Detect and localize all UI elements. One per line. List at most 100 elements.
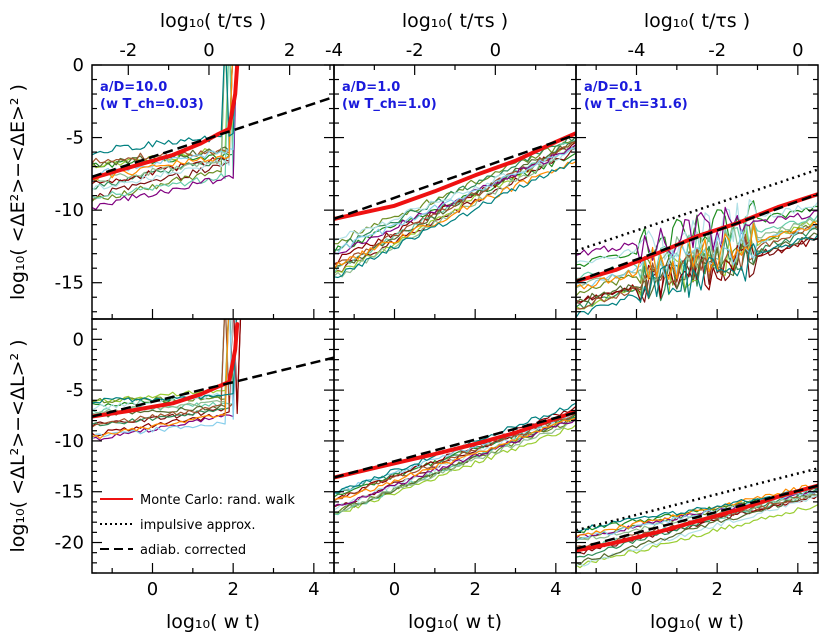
- realization-line-p1-2-8: [576, 491, 818, 566]
- top-tick-label-p0-0-1: 0: [203, 40, 214, 61]
- realization-line-p1-1-13: [334, 417, 576, 500]
- panel3-label-line1: a/D=0.1: [584, 80, 642, 95]
- panel-p1-1: [334, 402, 576, 516]
- monte-carlo-line-p1-0: [92, 322, 240, 419]
- panel-frame-1-2: [575, 318, 819, 574]
- realization-line-p1-1-2: [334, 424, 576, 515]
- realization-line-p0-0-6: [92, 65, 237, 199]
- impulsive-line-p0-2: [576, 168, 818, 252]
- ytick-label-p1-0-0: 0: [73, 329, 84, 350]
- realization-line-p0-0-1: [92, 65, 233, 200]
- legend-label-monte-carlo: Monte Carlo: rand. walk: [140, 493, 295, 508]
- panel1-label-line1: a/D=10.0: [100, 80, 167, 95]
- top-tick-label-p0-1-0: -4: [325, 40, 343, 61]
- realization-line-p0-2-3: [576, 224, 818, 297]
- monte-carlo-line-p0-2: [576, 192, 818, 284]
- realization-line-p0-0-9: [92, 65, 233, 164]
- adiabatic-line-p1-2: [576, 484, 818, 550]
- realization-line-p0-1-12: [334, 147, 576, 255]
- realization-line-p0-1-6: [334, 139, 576, 274]
- realization-line-p0-1-7: [334, 147, 576, 242]
- ytick-label-p0-0-2: -10: [55, 200, 84, 221]
- realization-line-p0-0-13: [92, 65, 233, 182]
- top-tick-label-p0-0-2: 2: [284, 40, 295, 61]
- realization-line-p0-2-12: [576, 224, 818, 287]
- realization-line-p1-2-7: [576, 495, 818, 567]
- ytick-label-p1-0-3: -15: [55, 482, 84, 503]
- top-xlabel-3: log₁₀( t/τs ): [644, 10, 750, 32]
- top-tick-label-p0-2-2: 0: [792, 40, 803, 61]
- realization-line-p1-0-3: [92, 319, 237, 404]
- monte-carlo-line-p1-2: [576, 483, 818, 553]
- panel1-label-line2: (w T_ch=0.03): [100, 97, 204, 112]
- top-xlabel-1: log₁₀( t/τs ): [160, 10, 266, 32]
- row1-ylabel: log₁₀( <ΔE²>−<ΔE>² ): [7, 84, 29, 300]
- realization-line-p1-0-9: [92, 319, 238, 428]
- realization-line-p0-1-14: [334, 158, 576, 279]
- bottom-xlabel-2: log₁₀( w t): [408, 611, 502, 633]
- realization-line-p0-2-0: [576, 200, 818, 267]
- panel-frame-1-0: [91, 318, 335, 574]
- realization-line-p1-2-4: [576, 488, 818, 558]
- ytick-label-p1-0-4: -20: [55, 533, 84, 554]
- xtick-label-p1-1-2: 4: [550, 579, 561, 600]
- realization-line-p0-2-13: [576, 221, 818, 290]
- adiabatic-line-p1-1: [334, 411, 576, 479]
- ticks-p1-0: [92, 318, 334, 574]
- top-tick-label-p0-1-2: 0: [490, 40, 501, 61]
- panel-p1-2: [576, 467, 818, 569]
- ytick-label-p0-0-3: -15: [55, 273, 84, 294]
- adiabatic-line-p1-0: [92, 356, 334, 418]
- realization-line-p1-0-10: [92, 319, 229, 415]
- realization-line-p1-2-13: [576, 483, 818, 538]
- realization-line-p0-0-8: [92, 65, 233, 168]
- ticks-p0-0: [92, 64, 334, 319]
- realization-line-p1-1-11: [334, 417, 576, 507]
- realization-line-p1-2-10: [576, 493, 818, 541]
- realization-line-p1-0-8: [92, 319, 229, 418]
- ytick-label-p1-0-2: -10: [55, 431, 84, 452]
- ytick-label-p0-0-1: -5: [66, 128, 84, 149]
- panel-p0-2: [576, 168, 818, 318]
- realization-line-p0-0-5: [92, 65, 233, 185]
- top-xlabel-2: log₁₀( t/τs ): [402, 10, 508, 32]
- adiabatic-line-p0-0: [92, 95, 334, 178]
- realization-line-p1-0-4: [92, 319, 234, 427]
- realization-line-p1-1-10: [334, 419, 576, 515]
- panel-p0-0: [92, 65, 334, 210]
- realization-line-p1-2-2: [576, 504, 818, 569]
- realization-line-p0-2-14: [576, 234, 818, 318]
- adiabatic-line-p0-1: [334, 133, 576, 221]
- ytick-label-p1-0-1: -5: [66, 380, 84, 401]
- bottom-xlabel-1: log₁₀( w t): [166, 611, 260, 633]
- legend-label-adiabatic: adiab. corrected: [140, 543, 246, 558]
- xtick-label-p1-2-0: 0: [631, 579, 642, 600]
- xtick-label-p1-1-1: 2: [469, 579, 480, 600]
- legend-label-impulsive: impulsive approx.: [140, 518, 256, 533]
- panel3-label-line2: (w T_ch=31.6): [584, 97, 688, 112]
- realization-line-p1-1-9: [334, 412, 576, 502]
- realization-line-p0-2-4: [576, 227, 818, 309]
- xtick-label-p1-2-2: 4: [792, 579, 803, 600]
- panel-p1-0: [92, 319, 334, 441]
- panel-frames: [91, 64, 819, 574]
- ytick-label-p0-0-0: 0: [73, 55, 84, 76]
- adiabatic-line-p0-2: [576, 193, 818, 283]
- top-tick-label-p0-2-1: -2: [708, 40, 726, 61]
- top-tick-label-p0-1-1: -2: [406, 40, 424, 61]
- panel2-label-line1: a/D=1.0: [342, 80, 400, 95]
- xtick-label-p1-1-0: 0: [389, 579, 400, 600]
- realization-line-p1-0-12: [92, 319, 238, 440]
- xtick-label-p1-2-1: 2: [711, 579, 722, 600]
- realization-line-p1-0-2: [92, 319, 229, 404]
- bottom-xlabel-3: log₁₀( w t): [650, 611, 744, 633]
- panel-p0-1: [334, 131, 576, 279]
- ticks-p1-2: [576, 318, 818, 574]
- realization-line-p0-1-13: [334, 161, 576, 271]
- realization-line-p1-0-14: [92, 319, 237, 404]
- realization-line-p1-0-13: [92, 319, 230, 439]
- row2-ylabel: log₁₀( <ΔL²>−<ΔL>² ): [7, 339, 29, 552]
- xtick-label-p1-0-1: 2: [227, 579, 238, 600]
- xtick-label-p1-0-2: 4: [308, 579, 319, 600]
